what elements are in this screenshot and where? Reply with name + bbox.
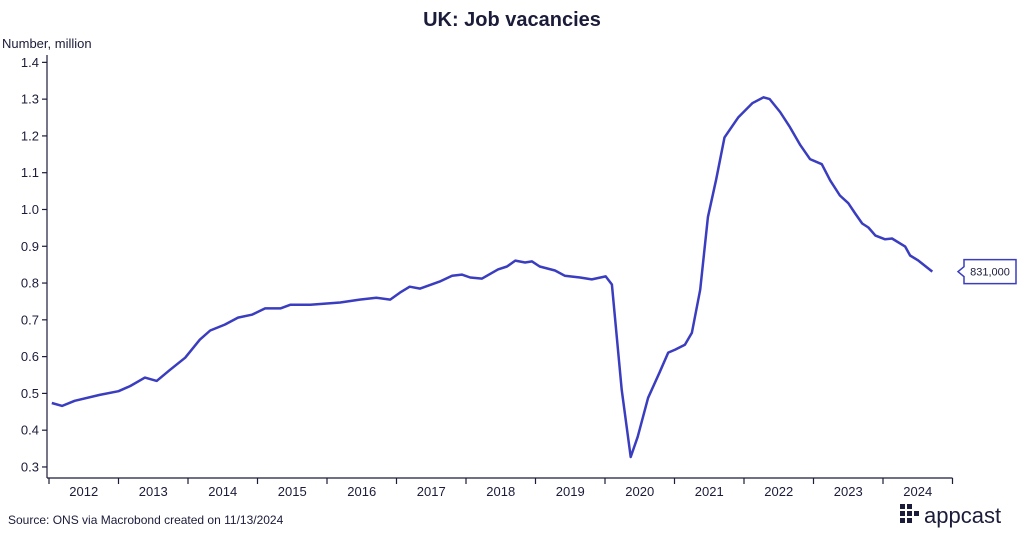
x-tick-label: 2024: [903, 484, 932, 499]
x-tick-label: 2013: [139, 484, 168, 499]
y-tick-label: 0.3: [21, 459, 39, 474]
chart-title: UK: Job vacancies: [423, 9, 601, 31]
y-tick-label: 0.7: [21, 312, 39, 327]
x-tick-label: 2012: [69, 484, 98, 499]
x-tick-label: 2015: [278, 484, 307, 499]
value-label: 831,000: [970, 267, 1010, 279]
x-tick-label: 2020: [625, 484, 654, 499]
y-tick-label: 0.6: [21, 349, 39, 364]
x-tick-label: 2021: [695, 484, 724, 499]
x-tick-label: 2018: [486, 484, 515, 499]
x-tick-label: 2017: [417, 484, 446, 499]
value-label-box: [956, 258, 1017, 285]
y-tick-label: 0.9: [21, 239, 39, 254]
brand-name: appcast: [924, 503, 1001, 528]
x-tick-label: 2016: [347, 484, 376, 499]
data-line: [51, 96, 934, 459]
y-tick-label: 0.8: [21, 276, 39, 291]
brand-logo: appcast: [900, 503, 1001, 528]
x-tick-label: 2022: [764, 484, 793, 499]
y-tick-label: 1.4: [21, 55, 39, 70]
y-tick-label: 1.3: [21, 92, 39, 107]
y-tick-label: 1.2: [21, 128, 39, 143]
source: Source: ONS via Macrobond created on 11/…: [8, 513, 284, 527]
y-axis-label: Number, million: [2, 36, 92, 51]
y-tick-label: 1.0: [21, 202, 39, 217]
x-tick-label: 2014: [208, 484, 237, 499]
y-tick-label: 0.4: [21, 423, 39, 438]
y-tick-label: 1.1: [21, 165, 39, 180]
x-tick-label: 2023: [834, 484, 863, 499]
y-tick-label: 0.5: [21, 386, 39, 401]
x-tick-label: 2019: [556, 484, 585, 499]
